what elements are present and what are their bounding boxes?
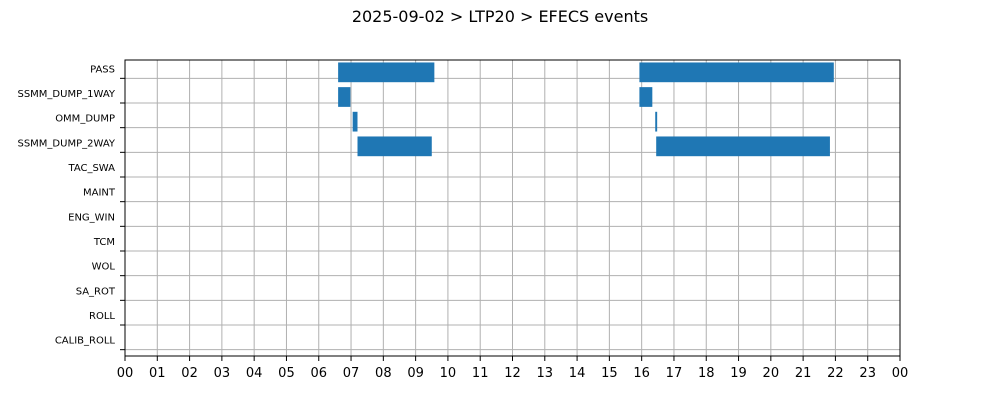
- event-bar: [338, 62, 435, 83]
- event-bar: [639, 62, 834, 83]
- x-tick-label: 15: [601, 366, 618, 381]
- chart-title: 2025-09-02 > LTP20 > EFECS events: [352, 7, 648, 26]
- event-bar: [656, 136, 830, 157]
- x-tick-label: 23: [859, 366, 876, 381]
- y-tick-label: PASS: [90, 64, 115, 75]
- x-tick-label: 02: [181, 366, 198, 381]
- x-tick-label: 13: [537, 366, 554, 381]
- x-tick-label: 05: [278, 366, 295, 381]
- x-tick-label: 21: [795, 366, 812, 381]
- grid-lines: [124, 60, 901, 356]
- x-tick-label: 01: [149, 366, 166, 381]
- y-tick-label: OMM_DUMP: [55, 114, 115, 125]
- x-tick-label: 12: [504, 366, 521, 381]
- y-tick-label: ENG_WIN: [68, 212, 115, 223]
- x-tick-label: 00: [892, 366, 909, 381]
- x-tick-label: 19: [730, 366, 747, 381]
- event-bar: [352, 111, 358, 132]
- x-tick-label: 07: [343, 366, 360, 381]
- x-tick-label: 03: [214, 366, 231, 381]
- event-bar: [357, 136, 432, 157]
- y-tick-label: SA_ROT: [76, 286, 116, 297]
- x-tick-label: 06: [310, 366, 327, 381]
- event-bars: [338, 62, 834, 157]
- y-tick-label: WOL: [92, 262, 116, 273]
- x-tick-label: 16: [633, 366, 650, 381]
- x-tick-label: 20: [763, 366, 780, 381]
- y-tick-label: CALIB_ROLL: [55, 336, 116, 347]
- x-tick-label: 17: [666, 366, 683, 381]
- x-tick-label: 18: [698, 366, 715, 381]
- event-bar: [639, 87, 653, 107]
- y-tick-label: SSMM_DUMP_1WAY: [17, 89, 115, 100]
- y-tick-label: SSMM_DUMP_2WAY: [17, 138, 115, 149]
- y-axis: PASS SSMM_DUMP_1WAY OMM_DUMP SSMM_DUMP_2WAY…: [17, 64, 125, 351]
- y-tick-label: MAINT: [83, 188, 116, 199]
- x-tick-label: 22: [827, 366, 844, 381]
- y-tick-label: ROLL: [89, 311, 115, 322]
- x-tick-label: 10: [440, 366, 457, 381]
- event-bar: [338, 87, 351, 107]
- x-tick-label: 14: [569, 366, 586, 381]
- x-tick-label: 08: [375, 366, 392, 381]
- event-bar: [655, 111, 658, 132]
- x-tick-label: 04: [246, 366, 263, 381]
- x-tick-label: 09: [407, 366, 424, 381]
- x-tick-label: 11: [472, 366, 489, 381]
- y-tick-label: TAC_SWA: [67, 163, 115, 174]
- x-axis: 00 01 02 03 04 05 06 07 08 09 10 11 12 13 14 15 16 17 18 19…: [117, 356, 909, 381]
- x-tick-label: 00: [117, 366, 134, 381]
- y-tick-label: TCM: [93, 237, 115, 248]
